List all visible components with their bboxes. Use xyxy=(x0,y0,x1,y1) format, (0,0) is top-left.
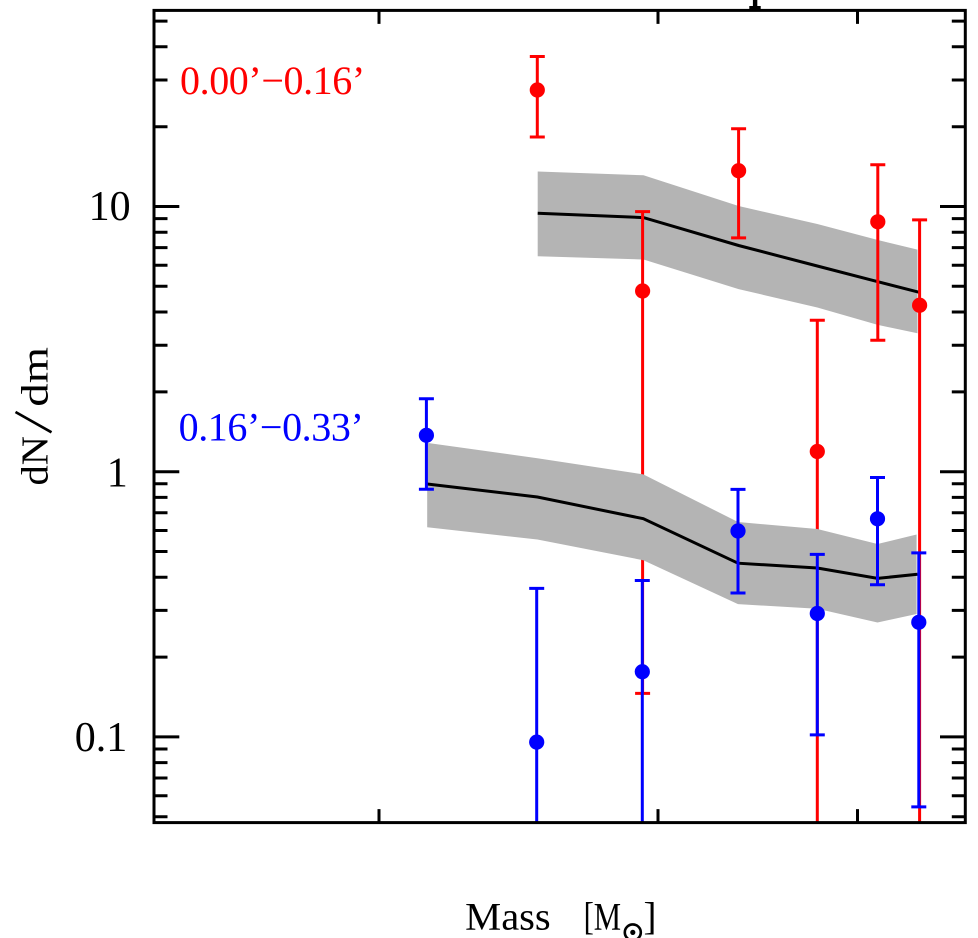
svg-text:[M: [M xyxy=(584,896,622,938)
svg-text:dN: dN xyxy=(15,436,57,486)
svg-text:0.1: 0.1 xyxy=(75,715,128,761)
svg-text:0.00’−0.16’: 0.00’−0.16’ xyxy=(180,58,365,103)
svg-text:dm: dm xyxy=(15,347,57,407)
svg-text:]: ] xyxy=(644,896,657,938)
svg-text:0.16’−0.33’: 0.16’−0.33’ xyxy=(179,405,364,450)
svg-text:Mass: Mass xyxy=(465,896,551,938)
svg-text:10: 10 xyxy=(89,184,131,230)
svg-text:1: 1 xyxy=(107,451,128,497)
